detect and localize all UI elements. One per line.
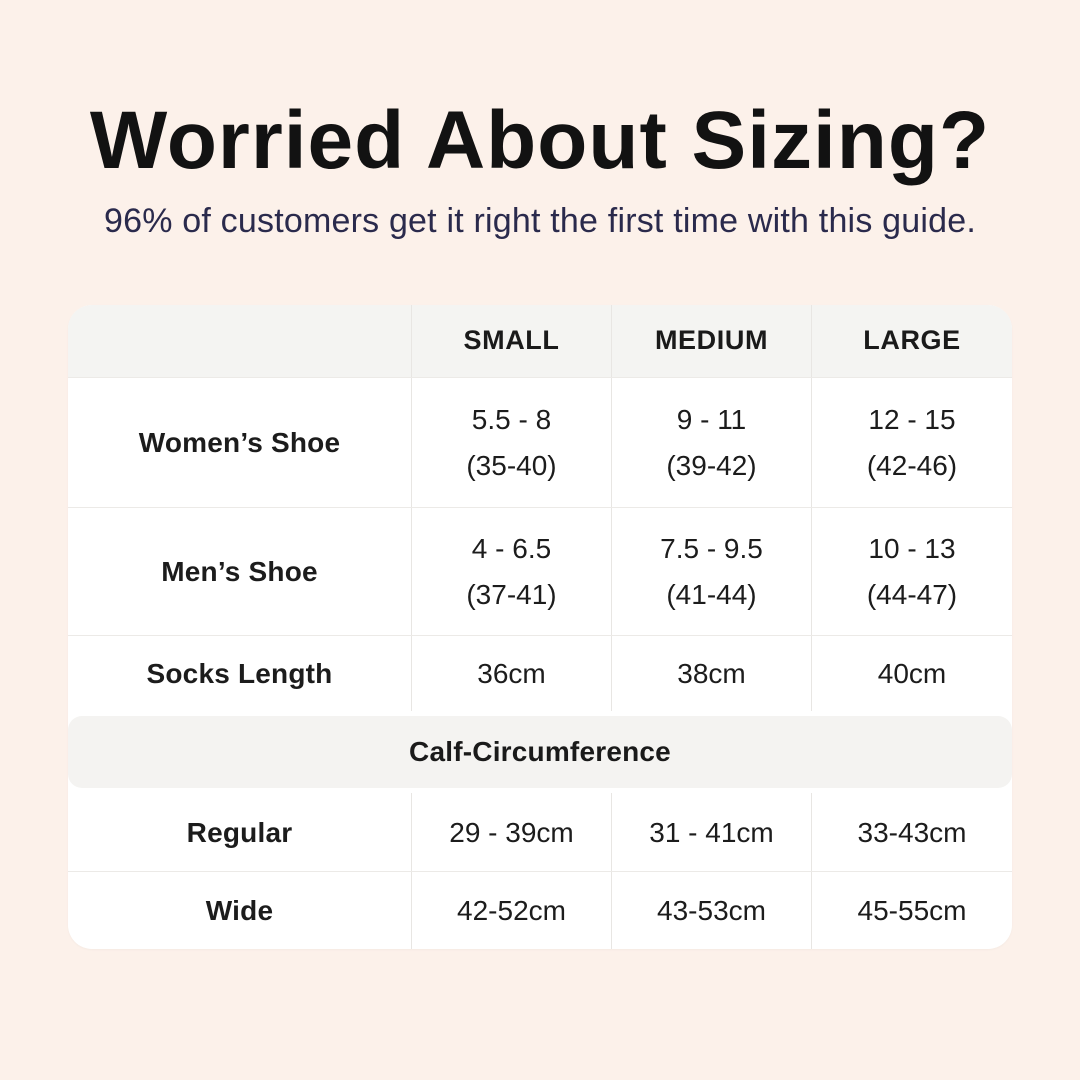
cell-value-line2: (39-42): [666, 449, 757, 481]
cell-value-line1: 33-43cm: [857, 816, 967, 848]
cell-womens-medium: 9 - 11 (39-42): [612, 378, 812, 508]
row-label-socks-length: Socks Length: [68, 636, 412, 712]
cell-value-line2: (37-41): [466, 578, 557, 610]
cell-value-line2: (44-47): [866, 578, 958, 610]
section-header-calf-circumference: Calf-Circumference: [68, 716, 1012, 789]
cell-regular-small: 29 - 39cm: [412, 793, 612, 872]
column-header-small: SMALL: [412, 305, 612, 378]
cell-wide-large: 45-55cm: [812, 872, 1012, 949]
cell-value-line1: 10 - 13: [868, 533, 956, 565]
cell-value-line1: 5.5 - 8: [471, 404, 552, 436]
row-label-mens-shoe: Men’s Shoe: [68, 508, 412, 636]
cell-value-line1: 9 - 11: [676, 404, 747, 436]
cell-value-line2: (35-40): [466, 449, 557, 481]
cell-womens-small: 5.5 - 8 (35-40): [412, 378, 612, 508]
cell-socks-small: 36cm: [412, 636, 612, 712]
cell-mens-small: 4 - 6.5 (37-41): [412, 508, 612, 636]
cell-mens-large: 10 - 13 (44-47): [812, 508, 1012, 635]
cell-value-line1: 40cm: [877, 658, 947, 689]
column-header-medium: MEDIUM: [612, 305, 812, 378]
page-header: Worried About Sizing? 96% of customers g…: [0, 0, 1080, 241]
table-row-wide: Wide 42-52cm 43-53cm 45-55cm: [68, 871, 1012, 950]
cell-value-line1: 31 - 41cm: [649, 816, 774, 848]
cell-value-line1: 36cm: [477, 658, 546, 689]
row-label-regular: Regular: [68, 793, 412, 872]
page-title: Worried About Sizing?: [89, 95, 991, 186]
page-subtitle: 96% of customers get it right the first …: [103, 202, 976, 241]
cell-value-line2: (42-46): [866, 449, 958, 481]
cell-socks-medium: 38cm: [612, 636, 812, 712]
row-label-wide: Wide: [68, 872, 412, 950]
cell-value-line1: 38cm: [677, 658, 746, 689]
row-label-womens-shoe: Women’s Shoe: [68, 378, 412, 508]
cell-wide-medium: 43-53cm: [612, 872, 812, 950]
table-row-regular: Regular 29 - 39cm 31 - 41cm 33-43cm: [68, 793, 1012, 872]
column-header-blank: [68, 305, 412, 378]
cell-value-line1: 42-52cm: [457, 895, 566, 926]
size-chart-table: SMALL MEDIUM LARGE Women’s Shoe 5.5 - 8 …: [68, 305, 1012, 950]
table-row-womens-shoe: Women’s Shoe 5.5 - 8 (35-40) 9 - 11 (39-…: [68, 377, 1012, 508]
cell-womens-large: 12 - 15 (42-46): [812, 378, 1012, 507]
cell-value-line1: 43-53cm: [657, 895, 766, 926]
cell-value-line1: 4 - 6.5: [471, 533, 552, 565]
table-row-mens-shoe: Men’s Shoe 4 - 6.5 (37-41) 7.5 - 9.5 (41…: [68, 507, 1012, 636]
cell-socks-large: 40cm: [812, 636, 1012, 711]
cell-regular-medium: 31 - 41cm: [612, 793, 812, 872]
cell-value-line1: 12 - 15: [868, 404, 956, 436]
cell-value-line1: 29 - 39cm: [449, 816, 574, 848]
cell-value-line1: 7.5 - 9.5: [660, 533, 763, 565]
cell-value-line2: (41-44): [666, 578, 757, 610]
cell-value-line1: 45-55cm: [857, 895, 967, 926]
cell-mens-medium: 7.5 - 9.5 (41-44): [612, 508, 812, 636]
table-row-socks-length: Socks Length 36cm 38cm 40cm: [68, 635, 1012, 712]
section-header-label: Calf-Circumference: [409, 736, 671, 768]
cell-wide-small: 42-52cm: [412, 872, 612, 950]
table-header-row: SMALL MEDIUM LARGE: [68, 305, 1012, 378]
cell-regular-large: 33-43cm: [812, 793, 1012, 871]
column-header-large: LARGE: [863, 325, 961, 356]
